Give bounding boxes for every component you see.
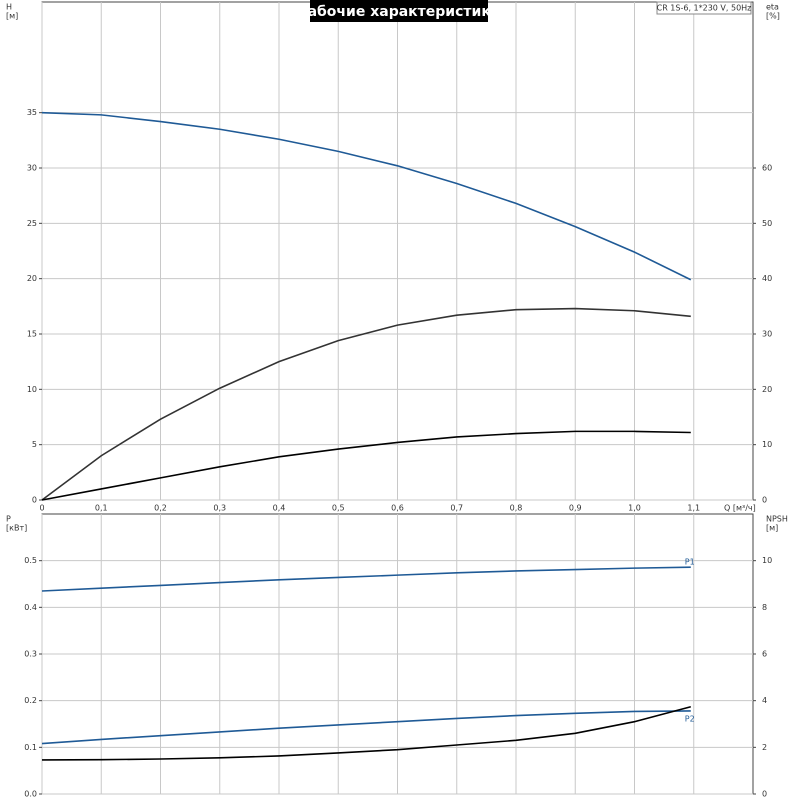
x-tick-label: 0,6: [391, 504, 404, 513]
y-tick-label: 0.3: [24, 650, 37, 659]
y-tick-label: 10: [27, 385, 37, 394]
y2-axis-unit: [м]: [766, 524, 778, 533]
x-tick-label: 0,3: [213, 504, 226, 513]
curve: [41, 307, 691, 501]
y2-tick-label: 60: [762, 164, 772, 173]
series-label: P2: [685, 714, 695, 723]
y-tick-label: 0.2: [24, 696, 37, 705]
y2-tick-label: 2: [762, 743, 767, 752]
y2-tick-label: 0: [762, 496, 767, 505]
y2-tick-label: 0: [762, 790, 767, 799]
y-axis-label: H: [6, 3, 12, 12]
x-tick-label: 0: [39, 504, 44, 513]
y-axis-unit: [м]: [6, 12, 18, 21]
x-axis-label: Q [м³/ч]: [724, 504, 756, 513]
y-tick-label: 0.0: [24, 790, 37, 799]
y-tick-label: 0: [32, 496, 37, 505]
y-tick-label: 20: [27, 274, 37, 283]
panel: 0.0 0.1 0.2 0.3 0.4 0.5 0 2 4 6 8 10 P[кВт] NPSH[м] P1…: [6, 513, 788, 799]
y2-tick-label: 6: [762, 650, 767, 659]
y-tick-label: 5: [32, 440, 37, 449]
chart-title: Рабочие характеристики: [297, 4, 500, 20]
title-box: [310, 0, 488, 22]
x-tick-label: 0,5: [332, 504, 345, 513]
x-tick-label: 0,2: [154, 504, 167, 513]
y2-tick-label: 30: [762, 330, 772, 339]
y-axis-unit: [кВт]: [6, 524, 27, 533]
curve: [41, 430, 691, 501]
curve: [41, 710, 691, 745]
x-tick-label: 1,0: [628, 504, 641, 513]
series-label: P1: [685, 558, 695, 567]
y2-tick-label: 8: [762, 603, 767, 612]
y2-tick-label: 10: [762, 440, 772, 449]
annotation: CR 1S-6, 1*230 V, 50Hz: [657, 4, 752, 13]
y2-tick-label: 20: [762, 385, 772, 394]
x-tick-label: 0,4: [273, 504, 286, 513]
y2-axis-label: NPSH: [766, 515, 788, 524]
y2-tick-label: 4: [762, 696, 767, 705]
curve: [41, 111, 692, 281]
y2-axis-label: eta: [766, 3, 779, 12]
y2-tick-label: 40: [762, 274, 772, 283]
x-tick-label: 0,8: [510, 504, 523, 513]
panel: 0 0,1 0,2 0,3 0,4 0,5 0,6 0,7 0,8 0,9 1,0 1,1 0 5 10 15…: [6, 0, 780, 513]
y-tick-label: 0.1: [24, 743, 37, 752]
x-tick-label: 0,9: [569, 504, 582, 513]
annotation-box: [656, 1, 752, 15]
y-tick-label: 35: [27, 108, 37, 117]
y-tick-label: 0.5: [24, 556, 37, 565]
y2-tick-label: 50: [762, 219, 772, 228]
x-tick-label: 1,1: [687, 504, 700, 513]
y-tick-label: 30: [27, 164, 37, 173]
curve: [41, 566, 691, 592]
y-tick-label: 0.4: [24, 603, 37, 612]
x-tick-label: 0,7: [450, 504, 463, 513]
y-tick-label: 15: [27, 330, 37, 339]
y2-tick-label: 10: [762, 556, 772, 565]
curve: [41, 705, 691, 761]
y2-axis-unit: [%]: [766, 12, 780, 21]
x-tick-label: 0,1: [95, 504, 108, 513]
y-axis-label: P: [6, 515, 11, 524]
y-tick-label: 25: [27, 219, 37, 228]
